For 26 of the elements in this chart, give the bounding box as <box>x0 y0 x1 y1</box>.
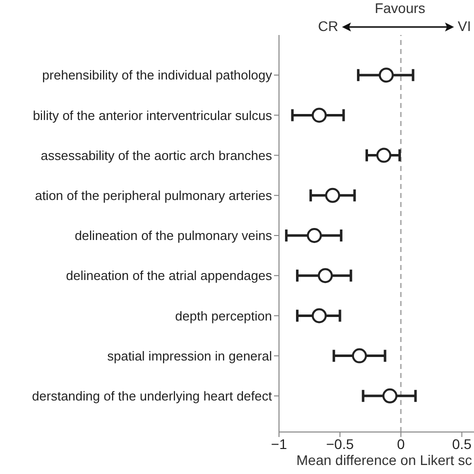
y-tick-label: delineation of the pulmonary veins <box>74 228 272 244</box>
point <box>325 188 340 203</box>
point <box>318 268 333 284</box>
x-tick-label: −1 <box>271 436 288 452</box>
point <box>312 308 327 324</box>
point <box>382 388 398 404</box>
point <box>376 148 392 163</box>
y-tick-label: ation of the peripheral pulmonary arteries <box>34 188 272 204</box>
y-tick-label: spatial impression in general <box>107 348 272 364</box>
point <box>352 348 367 364</box>
x-tick-label: 0 <box>396 436 405 452</box>
text: Favours <box>374 0 426 16</box>
y-tick-label: prehensibility of the individual pathology <box>42 68 272 83</box>
y-tick-label: bility of the anterior interventricular sulcus <box>32 108 272 123</box>
x-axis-title: Mean difference on Likert sc <box>296 452 472 468</box>
y-tick-label: derstanding of the underlying heart defect <box>32 388 272 404</box>
point <box>378 68 394 83</box>
point <box>312 108 327 123</box>
x-tick-label: −0.5 <box>326 436 354 452</box>
y-tick-label: delineation of the atrial appendages <box>66 268 272 284</box>
x-tick-label: 0.5 <box>452 436 472 452</box>
text: VI <box>458 18 471 34</box>
y-tick-label: depth perception <box>175 308 272 324</box>
point <box>306 228 322 244</box>
text: CR <box>318 18 338 34</box>
y-tick-label: assessability of the aortic arch branches <box>40 148 272 163</box>
